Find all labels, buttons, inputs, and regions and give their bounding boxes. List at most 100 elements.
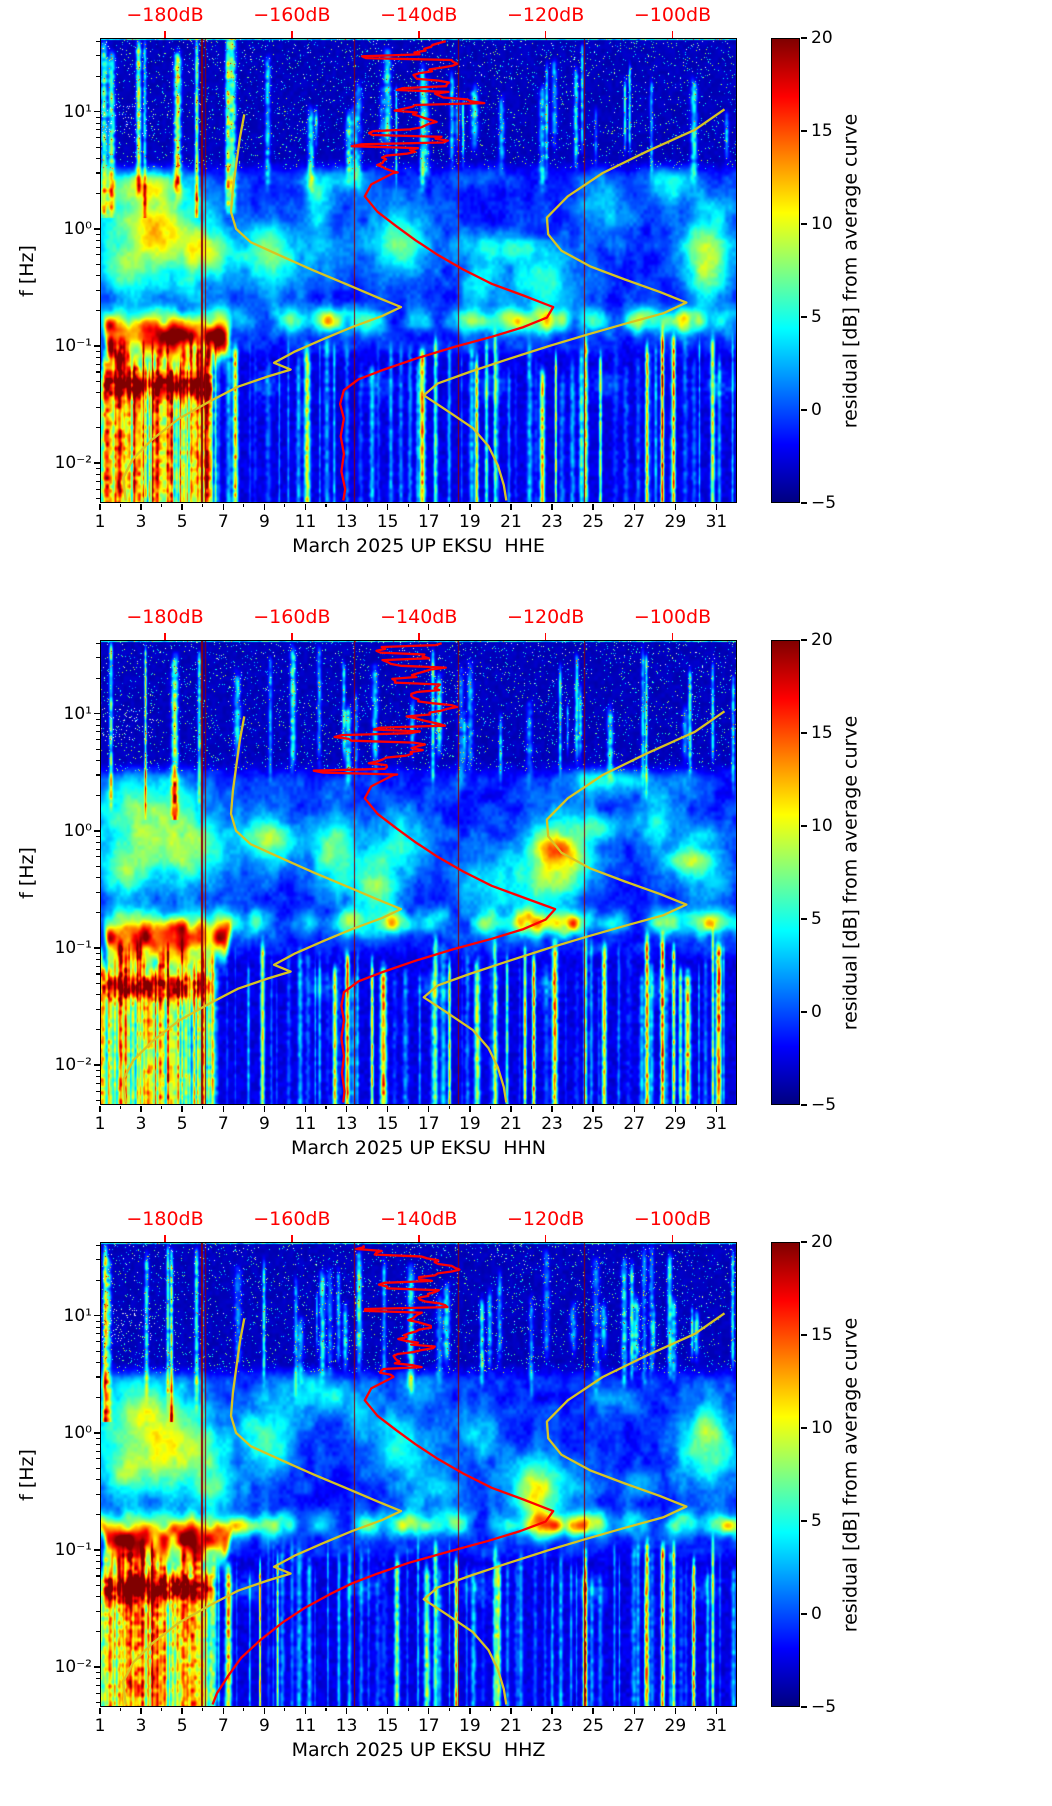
colorbar-tick [800,639,807,641]
x-axis-tick [181,1105,183,1112]
x-axis-tick [469,1105,471,1112]
y-axis-minor-tick [96,1575,100,1577]
top-axis-label: −160dB [253,606,331,628]
spectrogram-canvas [100,1242,737,1707]
average-psd-curve [211,1244,555,1705]
y-axis-minor-tick [96,172,100,174]
x-tick-label: 21 [500,512,522,532]
x-axis-tick [674,1105,677,1112]
y-axis-minor-tick [96,1069,100,1072]
y-tick-label: 10⁰ [63,218,92,239]
colorbar-title: residual [dB] from average curve [832,640,868,1105]
x-axis-minor-tick [695,503,697,508]
y-tick-label: 10⁻² [54,453,92,474]
y-tick-label: 10⁰ [63,1422,92,1443]
x-axis-tick [551,1707,553,1714]
x-tick-label: 21 [500,1114,522,1134]
overlay-curves [122,1244,726,1705]
x-tick-label: 3 [135,1716,147,1736]
x-axis-tick [510,503,512,510]
x-axis-tick [304,1707,307,1714]
top-axis-tick [671,633,674,640]
x-tick-label: 29 [664,512,687,532]
x-axis-minor-tick [489,1707,491,1712]
top-axis-label: −100dB [633,1208,712,1230]
x-tick-label: 19 [459,1114,481,1134]
x-axis-minor-tick [572,1707,574,1712]
x-axis-tick [222,1707,224,1714]
y-axis-minor-tick [96,856,100,858]
x-axis-tick [263,503,266,510]
y-axis-minor-tick [96,958,100,960]
x-axis-minor-tick [407,503,409,508]
colorbar-title-text: residual [dB] from average curve [839,1317,862,1632]
x-axis-tick [469,1707,471,1714]
top-axis-label: −100dB [633,606,712,628]
colorbar-tick-label: 20 [811,28,833,48]
x-tick-label: 1 [94,1114,106,1134]
y-axis-minor-tick [96,1259,100,1261]
y-axis-minor-tick [96,1341,100,1343]
top-axis: −180dB −160dB −140dB −120dB −100dB [100,1208,737,1236]
y-axis-minor-tick [96,129,100,131]
x-axis-tick [715,1105,718,1112]
x-axis-tick [386,1105,389,1112]
top-axis-label: −160dB [253,4,331,26]
x-axis-minor-tick [407,1707,409,1712]
x-axis-minor-tick [530,1707,533,1712]
spectrogram-panel-hhz: −180dB −160dB −140dB −120dB −100dB f [Hz] 10… [0,1204,1052,1806]
y-axis-minor-tick [96,406,100,408]
y-axis-tick [93,1064,100,1066]
y-axis-minor-tick [96,146,100,148]
y-axis-minor-tick [96,246,100,248]
y-axis-minor-tick [96,1075,100,1078]
x-axis-tick [263,1105,266,1112]
y-tick-label: 10¹ [63,101,92,122]
x-axis-minor-tick [448,1105,450,1110]
y-tick-label: 10⁻¹ [54,336,92,357]
colorbar-tick [800,1520,807,1522]
colorbar-tick [800,1334,807,1336]
colorbar-tick-label: 15 [811,121,833,141]
colorbar-tick [800,1241,807,1243]
spectrogram-panel-hhn: −180dB −160dB −140dB −120dB −100dB f [Hz] 10… [0,602,1052,1204]
x-axis-title: March 2025 UP EKSU HHZ [291,1739,546,1761]
y-axis-minor-tick [96,1478,100,1481]
top-axis-label: −140dB [380,1208,458,1230]
y-axis-minor-tick [96,865,100,867]
x-axis-minor-tick [654,1105,656,1110]
x-tick-label: 31 [705,1114,728,1134]
x-axis-minor-tick [695,1707,697,1712]
x-axis-minor-tick [202,1707,204,1712]
x-tick-label: 19 [459,1716,481,1736]
y-axis-minor-tick [96,263,100,265]
colorbar-tick [800,130,807,132]
y-axis-minor-tick [96,994,100,996]
y-axis-title-text: f [Hz] [16,244,39,297]
y-axis-minor-tick [96,289,100,291]
y-axis-minor-tick [96,116,100,118]
y-axis-minor-tick [96,748,100,750]
colorbar-tick [800,825,807,827]
x-axis-minor-tick [325,1707,327,1712]
x-axis-tick [428,1105,430,1112]
y-axis-minor-tick [96,233,100,235]
x-axis-minor-tick [325,1105,327,1110]
y-axis-minor-tick [96,350,100,352]
y-axis-minor-tick [96,795,100,797]
colorbar-tick-label: 15 [811,1325,833,1345]
x-tick-label: 9 [258,512,270,532]
y-axis-minor-tick [96,724,100,726]
x-axis-tick [181,1707,183,1714]
x-axis-tick [345,1707,348,1714]
y-axis-minor-tick [96,1467,100,1469]
x-axis-tick [99,1105,101,1112]
x-tick-label: 17 [417,1114,440,1134]
y-axis-minor-tick [96,1090,100,1092]
y-axis-minor-tick [96,1350,100,1352]
x-axis-tick-labels: 1 3 5 7 9 11 13 15 17 19 21 23 25 27 29 31 [95,1114,737,1134]
x-axis-tick [715,503,718,510]
y-axis-minor-tick [96,193,100,195]
x-axis-tick [633,503,635,510]
y-axis-minor-tick [96,122,100,124]
